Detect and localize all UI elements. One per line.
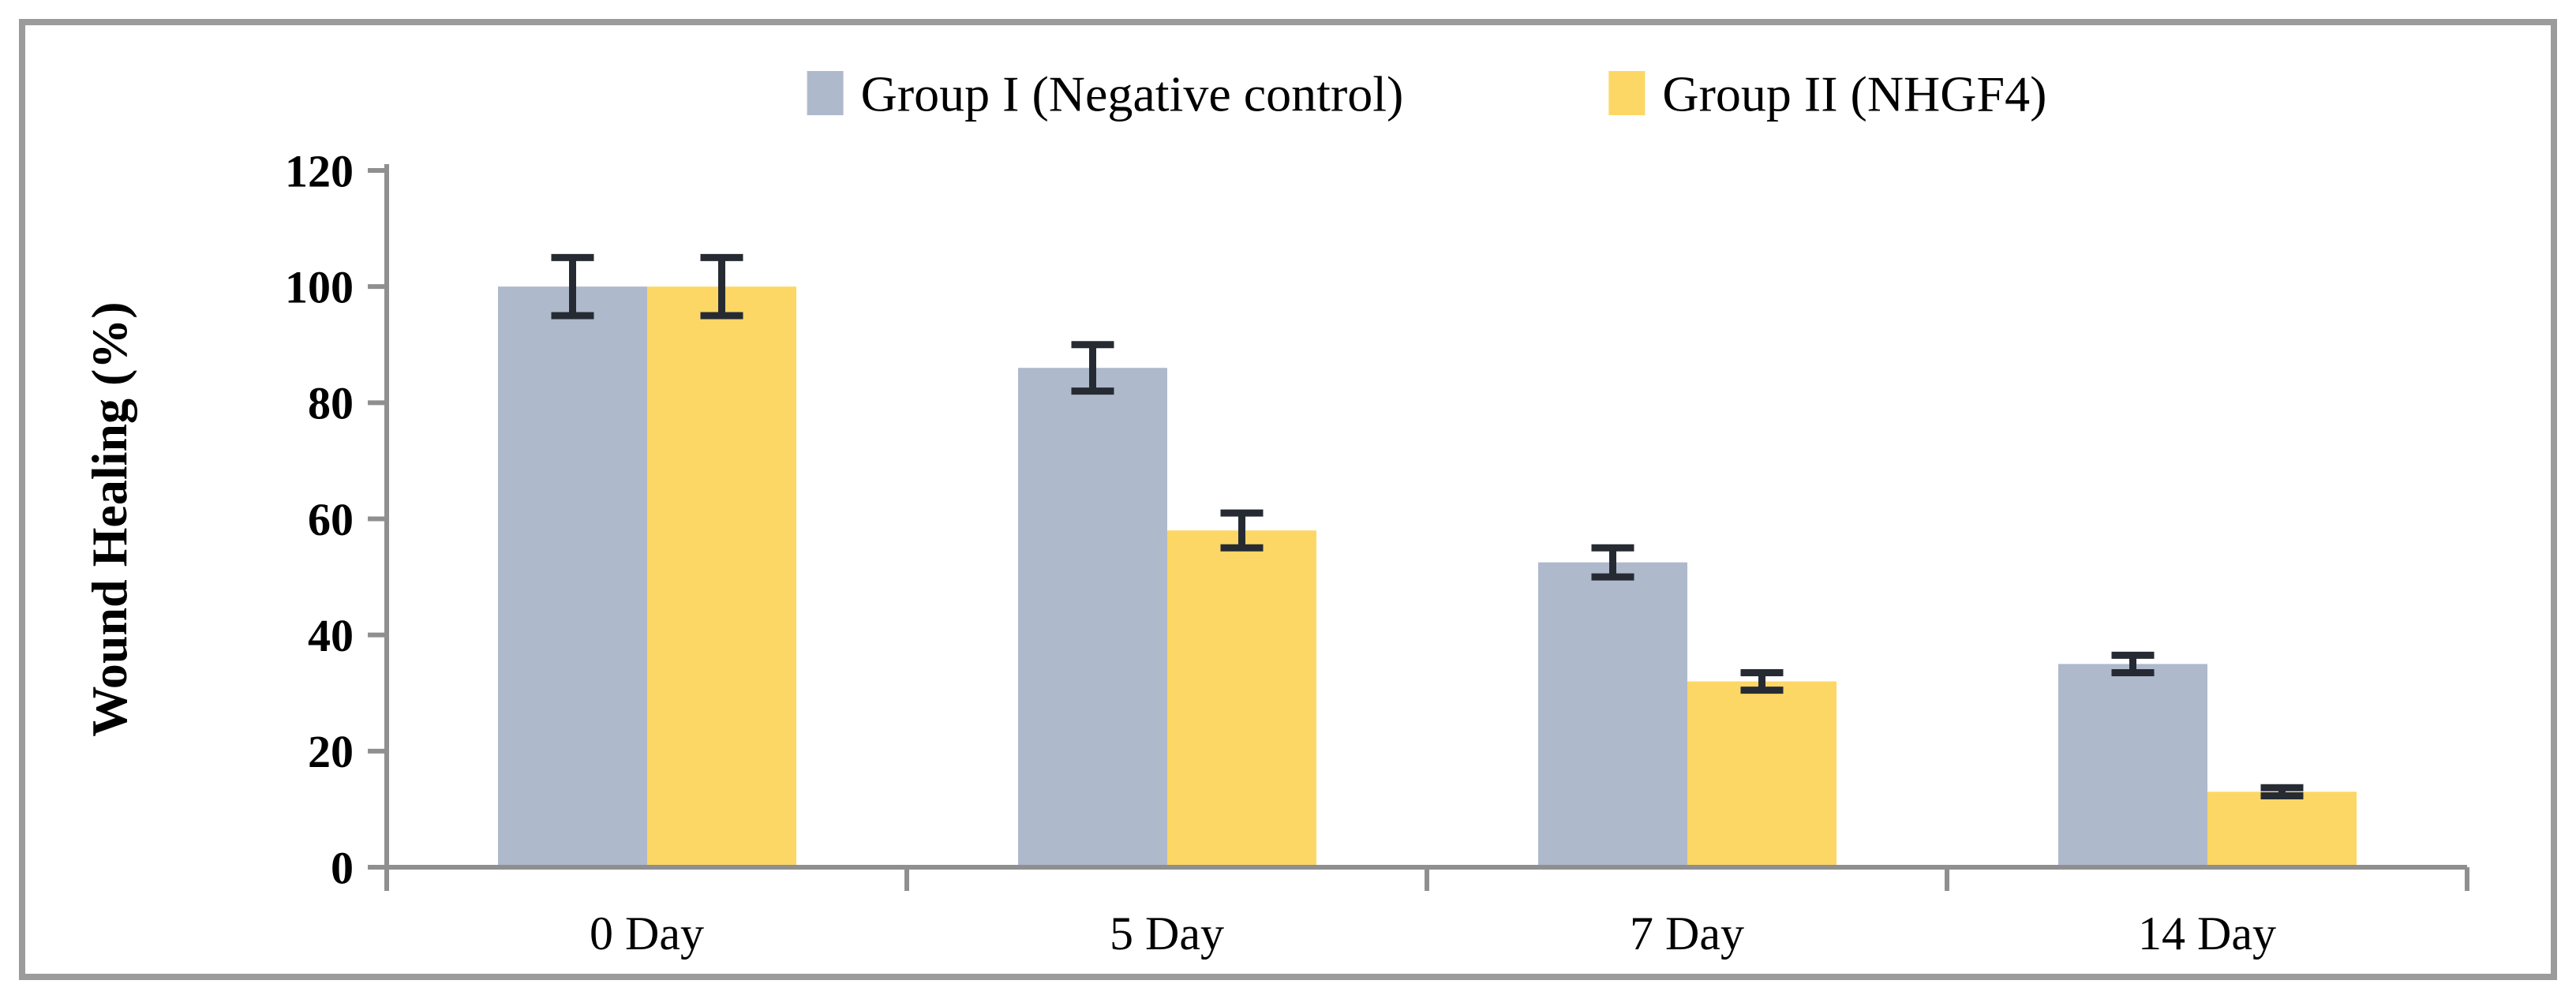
x-label-5-day: 5 Day (1110, 907, 1224, 960)
legend-swatch-group-ii-nhgf4 (1608, 71, 1646, 115)
bar-group-i-negative-control-5-day (1018, 368, 1167, 867)
legend-item-group-ii-nhgf4: Group II (NHGF4) (1608, 65, 2046, 122)
plot-area: 0 20 40 60 80 100 120 0 Day 5 Day 7 Day 14 Day (285, 145, 2469, 960)
y-tick-label-120: 120 (285, 145, 354, 196)
error-bar-group-i-negative-control-7-day (1591, 544, 1634, 581)
x-label-14-day: 14 Day (2138, 907, 2276, 960)
error-bar-group-ii-nhgf4-0-day (700, 253, 743, 320)
bar-group-ii-nhgf4-5-day (1167, 530, 1316, 867)
x-label-0-day: 0 Day (590, 907, 704, 960)
x-label-7-day: 7 Day (1630, 907, 1744, 960)
y-tick-label-40: 40 (308, 610, 354, 661)
legend-label-group-i-negative-control: Group I (Negative control) (861, 65, 1404, 122)
bar-group-ii-nhgf4-7-day (1687, 681, 1837, 867)
y-tick-label-0: 0 (331, 842, 354, 893)
bar-group-i-negative-control-14-day (2058, 664, 2207, 867)
y-axis-title: Wound Healing (%) (81, 301, 137, 736)
error-bar-group-i-negative-control-5-day (1071, 341, 1114, 395)
error-bar-group-ii-nhgf4-7-day (1740, 668, 1784, 694)
y-tick-label-100: 100 (285, 261, 354, 312)
legend: Group I (Negative control) Group II (NHGF… (807, 65, 2046, 122)
bar-group-i-negative-control-0-day (498, 286, 647, 868)
error-bar-group-i-negative-control-14-day (2111, 651, 2155, 676)
bar-group-i-negative-control-7-day (1538, 562, 1687, 867)
legend-label-group-ii-nhgf4: Group II (NHGF4) (1662, 65, 2046, 122)
bar-group-ii-nhgf4-0-day (647, 286, 796, 868)
error-bar-group-i-negative-control-0-day (551, 253, 594, 320)
axes (368, 164, 2469, 891)
legend-swatch-group-i-negative-control (807, 71, 844, 115)
y-tick-label-60: 60 (308, 494, 354, 545)
bar-group-ii-nhgf4-14-day (2207, 791, 2357, 867)
y-tick-label-80: 80 (308, 378, 354, 429)
legend-item-group-i-negative-control: Group I (Negative control) (807, 65, 1404, 122)
error-bar-group-ii-nhgf4-14-day (2260, 784, 2304, 799)
y-tick-label-20: 20 (308, 726, 354, 777)
figure-border (19, 19, 2557, 980)
error-bar-group-ii-nhgf4-5-day (1220, 509, 1264, 552)
